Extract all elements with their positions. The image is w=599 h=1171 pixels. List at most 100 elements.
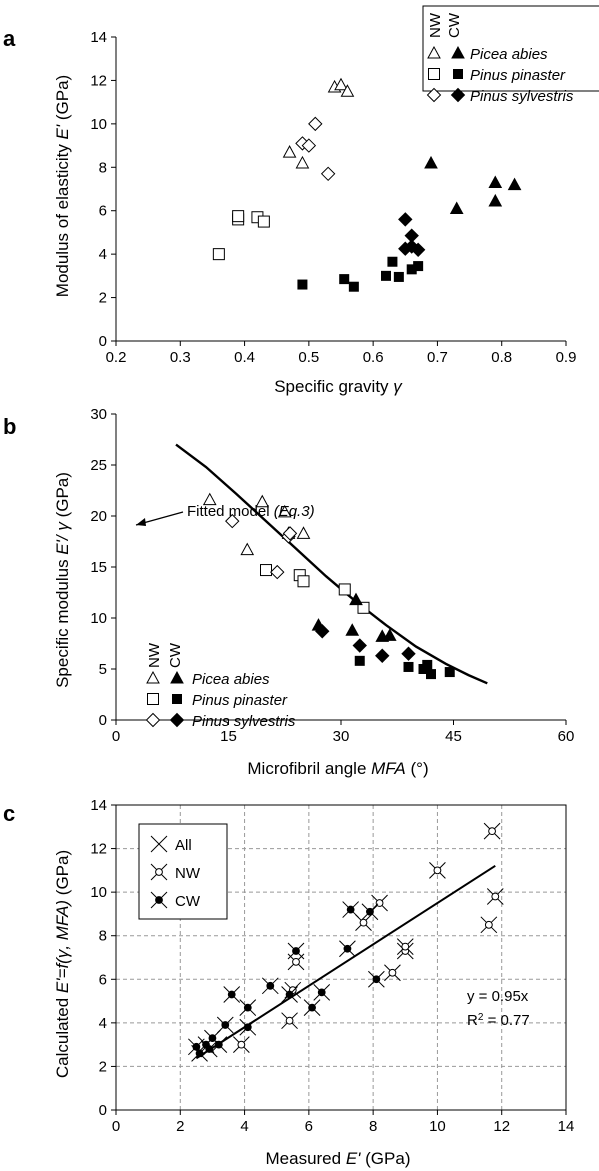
- panel-a-point: [393, 271, 404, 282]
- panel-b-point: [255, 494, 270, 508]
- panel-c-point: [361, 903, 379, 921]
- panel-b-legend-markers: [145, 670, 185, 728]
- panel-c-legend-markers: [150, 835, 168, 909]
- panel-c-point: [371, 894, 388, 912]
- legend-b-header-cw: CW: [167, 642, 184, 668]
- panel-c-point: [396, 938, 414, 955]
- panel-b-x-tick-label: 0: [112, 728, 120, 745]
- panel-b-y-tick-label: 10: [90, 610, 107, 627]
- legend-c-marker-cw: [150, 891, 168, 909]
- panel-a-point: [488, 193, 503, 207]
- panel-b-point: [426, 669, 436, 680]
- panel-c-y-tick-label: 10: [90, 884, 107, 901]
- panel-b-point: [282, 526, 298, 541]
- panel-b-y-tick-label: 25: [90, 457, 107, 474]
- legend-a-header-cw: CW: [446, 12, 463, 38]
- panel-b-point: [382, 628, 397, 641]
- panel-c-y-tick-label: 12: [90, 841, 107, 858]
- legend-b-marker-nw: [147, 693, 159, 705]
- panel-c-x-tick-label: 6: [305, 1118, 313, 1135]
- panel-b-x-tick-label: 30: [333, 728, 350, 745]
- panel-a-point: [398, 212, 413, 227]
- panel-c-legend-frame: [138, 823, 228, 920]
- panel-b-y-tick-label: 15: [90, 559, 107, 576]
- panel-c-y-tick-label: 4: [99, 1015, 107, 1032]
- legend-a-marker-cw: [453, 69, 463, 79]
- panel-b-plot: 0 15 30 45 60 0 5 10 15 20 25 30: [90, 406, 574, 745]
- panel-a-x-tick-label: 0.8: [491, 349, 512, 366]
- panel-a-point: [381, 270, 391, 281]
- legend-b-header-nw: NW: [146, 642, 163, 668]
- panel-c-point: [384, 964, 401, 982]
- panel-b-x-tick-label: 15: [220, 728, 237, 745]
- legend-b-picea: Picea abies: [192, 671, 270, 688]
- legend-b-marker-cw: [172, 694, 182, 704]
- legend-b-marker-cw: [170, 670, 184, 684]
- panel-a-legend: NW CW Picea abies Pinus pinaster Pinus s…: [422, 5, 599, 105]
- panel-b-point: [357, 601, 370, 614]
- panel-a-legend-markers: [426, 45, 466, 103]
- panel-b-point: [260, 564, 272, 577]
- legend-b-marker-nw: [146, 670, 160, 684]
- panel-b-point: [240, 542, 255, 556]
- panel-c-point: [200, 1040, 218, 1058]
- panel-a-point: [348, 281, 359, 292]
- panel-b-point: [375, 648, 390, 663]
- panel-c-point: [281, 986, 298, 1003]
- panel-b-y-tick-label: 0: [99, 712, 107, 729]
- panel-a-y-tick-label: 8: [99, 159, 107, 176]
- panel-a-point: [340, 84, 355, 97]
- panel-a-y-tick-label: 2: [99, 290, 107, 307]
- panel-a-point: [232, 210, 245, 223]
- panel-a-point: [295, 155, 310, 169]
- panel-a-point: [488, 175, 503, 188]
- legend-c-marker-nw: [150, 863, 168, 881]
- legend-a-marker-nw: [426, 87, 442, 103]
- panel-c-x-tick-label: 2: [176, 1118, 184, 1135]
- panel-b-x-tick-label: 45: [445, 728, 462, 745]
- panel-a-point: [334, 77, 348, 91]
- panel-a-point: [301, 138, 317, 153]
- panel-a-point: [424, 155, 438, 169]
- legend-a-marker-nw: [427, 45, 441, 59]
- panel-a-point: [257, 215, 270, 228]
- panel-c-x-tick-label: 12: [493, 1118, 510, 1135]
- panel-b-x-tick-label: 60: [558, 728, 575, 745]
- panel-a-y-tick-label: 10: [90, 116, 107, 133]
- panel-b-point: [277, 504, 292, 518]
- panel-a-xlabel: Specific gravity γ: [274, 377, 403, 396]
- panel-a-point: [413, 261, 424, 272]
- legend-a-pinaster: Pinus pinaster: [470, 67, 566, 84]
- panel-c-point: [239, 999, 257, 1016]
- panel-b-legend: NW CW Picea abies Pinus pinaster Pinus s…: [145, 642, 296, 730]
- panel-b-point: [349, 592, 363, 606]
- panel-c-x-tick-label: 14: [558, 1118, 575, 1135]
- panel-b-y-tick-label: 5: [99, 661, 107, 678]
- panel-b-annotation-arrowhead: [136, 518, 146, 526]
- panel-b-point: [401, 646, 416, 661]
- legend-c-cw: CW: [175, 893, 201, 910]
- panel-b-point: [403, 661, 414, 672]
- panel-b-ylabel: Specific modulus E'/ γ (GPa): [53, 472, 72, 688]
- panel-b-xlabel: Microfibril angle MFA (°): [247, 759, 428, 778]
- panel-a-plot: 0.2 0.3 0.4 0.5 0.6 0.7 0.8 0.9 0 2 4 6 8 10 12 14: [90, 29, 576, 366]
- panel-b-point: [296, 526, 311, 539]
- panel-a-point: [212, 248, 225, 261]
- panel-a-x-tick-label: 0.4: [234, 349, 255, 366]
- legend-a-sylvestris: Pinus sylvestris: [470, 88, 574, 105]
- legend-a-picea: Picea abies: [470, 46, 548, 63]
- panel-b-point: [345, 623, 360, 636]
- legend-a-marker-nw: [428, 68, 440, 80]
- panel-a: a 0.2 0.3 0.4 0.5 0.6 0.7 0.8 0.9 0 2 4 6 8 10 12 14 Sp…: [3, 5, 599, 396]
- panel-c: c 0 2 4 6 8 10 12 14 0 2 4 6 8 10 12 14 Measured E' (GP…: [3, 797, 574, 1168]
- panel-b-annotation: Fitted model (Eq.3): [187, 503, 315, 520]
- panel-b-point: [422, 659, 433, 670]
- panel-c-ylabel: Calculated E'=f(γ, MFA) (GPa): [53, 850, 72, 1078]
- panel-c-point: [239, 1018, 257, 1036]
- panel-a-point: [410, 242, 426, 258]
- panel-c-y-tick-label: 8: [99, 928, 107, 945]
- panel-a-point: [507, 177, 522, 191]
- panel-c-point: [223, 986, 241, 1003]
- panel-c-r2: R2 = 0.77: [467, 1012, 530, 1030]
- legend-b-marker-nw: [145, 712, 161, 728]
